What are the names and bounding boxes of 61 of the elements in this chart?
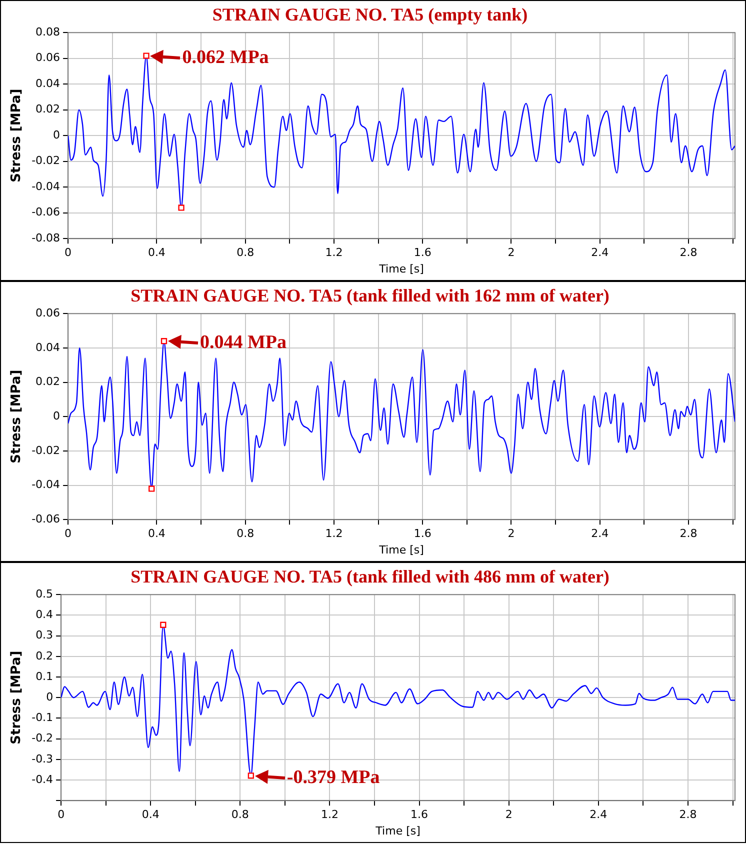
y-tick-label: 0.02 bbox=[36, 375, 60, 388]
y-tick-label: -0.3 bbox=[32, 752, 54, 766]
x-tick-label: 1.6 bbox=[414, 527, 432, 540]
y-tick-label: 0.02 bbox=[36, 102, 60, 116]
y-tick-label: 0.4 bbox=[36, 608, 54, 622]
x-tick-label: 2.8 bbox=[680, 246, 698, 260]
x-tick-label: 1.2 bbox=[320, 808, 338, 822]
y-tick-label: 0.08 bbox=[36, 25, 60, 38]
x-tick-label: 0 bbox=[64, 527, 72, 540]
y-tick-label: -0.06 bbox=[32, 512, 60, 526]
y-tick-label: -0.1 bbox=[32, 711, 54, 724]
chart-title: STRAIN GAUGE NO. TA5 (tank filled with 486 mm of water) bbox=[130, 566, 610, 586]
y-tick-label: 0.1 bbox=[36, 670, 54, 683]
y-tick-label: -0.04 bbox=[32, 478, 60, 492]
x-axis-title: Time [s] bbox=[374, 824, 420, 838]
x-tick-label: 2.4 bbox=[590, 808, 608, 822]
annotation: 0.044 MPa bbox=[200, 331, 287, 356]
x-tick-label: 2.4 bbox=[591, 527, 609, 540]
x-axis-title: Time [s] bbox=[378, 543, 424, 556]
y-tick-label: 0 bbox=[53, 409, 60, 422]
x-tick-label: 0.4 bbox=[148, 246, 166, 260]
y-axis-title: Stress [MPa] bbox=[9, 650, 24, 744]
y-tick-label: -0.2 bbox=[32, 732, 54, 745]
x-tick-label: 2.4 bbox=[591, 246, 609, 260]
x-tick-label: 1.2 bbox=[325, 246, 343, 260]
y-tick-label: -0.08 bbox=[32, 231, 60, 244]
y-tick-label: -0.02 bbox=[32, 444, 60, 457]
x-tick-label: 2 bbox=[508, 246, 515, 260]
annotation: 0.062 MPa bbox=[182, 46, 269, 70]
x-tick-label: 0.8 bbox=[236, 527, 254, 540]
y-tick-label: 0.2 bbox=[36, 649, 54, 662]
y-tick-label: -0.06 bbox=[32, 206, 60, 219]
y-axis-title: Stress [MPa] bbox=[9, 88, 24, 182]
y-tick-label: 0 bbox=[46, 690, 54, 704]
x-tick-label: 0 bbox=[64, 246, 72, 260]
x-tick-label: 0.8 bbox=[236, 246, 254, 260]
y-tick-label: 0.06 bbox=[36, 306, 60, 320]
x-tick-label: 2.8 bbox=[680, 527, 698, 540]
annotation: -0.379 MPa bbox=[286, 766, 380, 790]
x-tick-label: 2.8 bbox=[679, 808, 697, 822]
x-tick-label: 1.2 bbox=[325, 527, 343, 540]
x-tick-label: 1.6 bbox=[410, 808, 428, 822]
chart-title: STRAIN GAUGE NO. TA5 (empty tank) bbox=[212, 4, 528, 24]
y-tick-label: -0.04 bbox=[32, 180, 60, 193]
x-tick-label: 0.4 bbox=[148, 527, 166, 540]
x-tick-label: 1.6 bbox=[414, 246, 432, 260]
x-axis-title: Time [s] bbox=[378, 262, 424, 276]
y-tick-label: 0.04 bbox=[36, 76, 60, 90]
x-tick-label: 0.8 bbox=[231, 808, 249, 822]
y-tick-label: 0.3 bbox=[36, 628, 54, 642]
x-tick-label: 2 bbox=[505, 808, 512, 822]
y-axis-title: Stress [MPa] bbox=[9, 370, 24, 464]
y-tick-label: -0.4 bbox=[32, 772, 54, 786]
y-tick-label: -0.02 bbox=[32, 154, 60, 168]
chart-title: STRAIN GAUGE NO. TA5 (tank filled with 162 mm of water) bbox=[130, 285, 610, 306]
y-tick-label: 0.5 bbox=[36, 587, 54, 600]
y-tick-label: 0 bbox=[53, 128, 60, 142]
y-tick-label: 0.04 bbox=[36, 340, 60, 354]
x-tick-label: 0.4 bbox=[142, 808, 160, 822]
x-tick-label: 2 bbox=[508, 527, 515, 540]
y-tick-label: 0.06 bbox=[36, 51, 60, 64]
